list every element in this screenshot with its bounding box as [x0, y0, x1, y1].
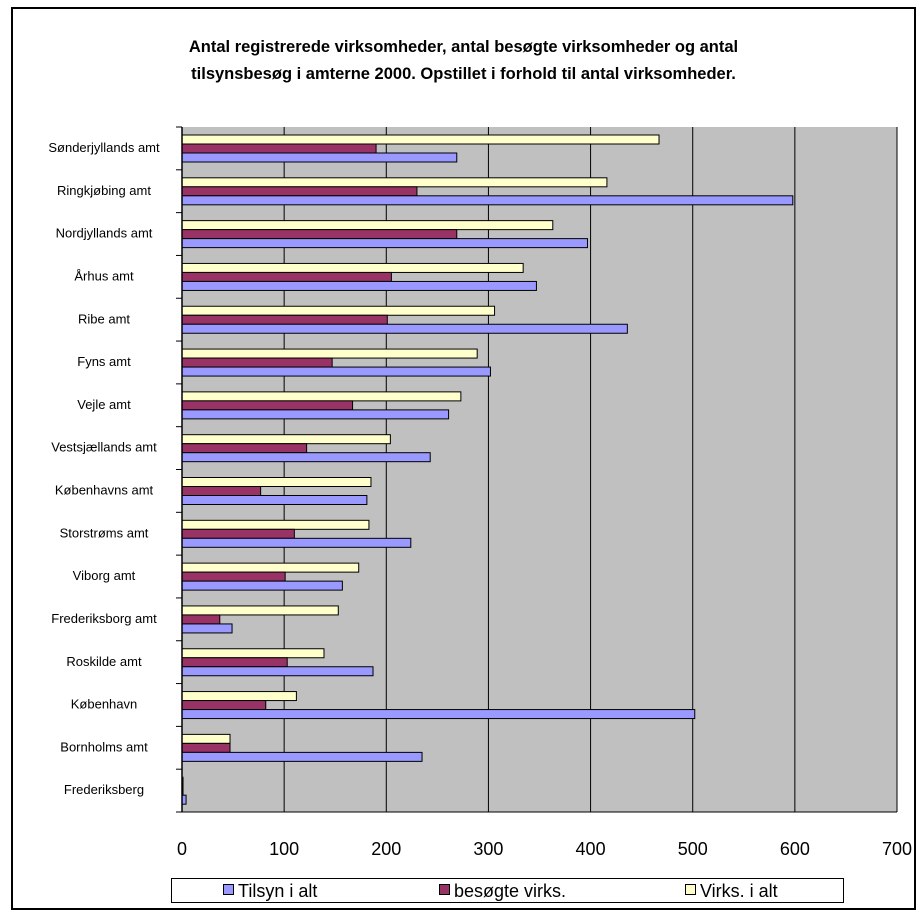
bar — [181, 580, 343, 591]
bar — [181, 691, 297, 702]
bar — [181, 409, 450, 420]
x-tick-label: 700 — [882, 839, 912, 859]
x-tick-label: 400 — [576, 839, 606, 859]
bar — [181, 357, 333, 368]
chart-title: Antal registrerede virksomheder, antal b… — [11, 34, 916, 88]
bar — [181, 537, 412, 548]
category-label: Nordjyllands amt — [56, 226, 153, 241]
category-label: Vejle amt — [77, 397, 131, 412]
category-label: Sønderjyllands amt — [48, 140, 160, 155]
bar — [181, 238, 589, 249]
bar — [181, 666, 374, 677]
chart-title-line-1: Antal registrerede virksomheder, antal b… — [188, 38, 739, 56]
bar — [181, 434, 391, 445]
category-label: Roskilde amt — [66, 654, 142, 669]
legend-swatch-tilsyn — [223, 884, 234, 895]
bar — [181, 152, 458, 163]
category-label: Århus amt — [74, 268, 134, 283]
category-label: Frederiksberg — [64, 782, 144, 797]
bar — [181, 134, 660, 145]
category-label: Københavns amt — [55, 483, 154, 498]
bar — [181, 443, 308, 454]
x-tick-label: 100 — [269, 839, 299, 859]
category-label: Frederiksborg amt — [51, 611, 157, 626]
y-axis-labels: Sønderjyllands amt Ringkjøbing amt Nordjyl… — [48, 140, 160, 797]
bar — [181, 742, 231, 753]
bar — [181, 186, 418, 197]
bar — [181, 262, 524, 273]
bar — [181, 477, 372, 487]
bar — [181, 400, 354, 411]
bar — [181, 271, 392, 282]
legend-label-besogte: besøgte virks. — [454, 881, 567, 901]
bar — [181, 348, 478, 359]
chart-title-line-2: tilsynsbesøg i amterne 2000. Opstillet i… — [191, 65, 736, 83]
bar — [181, 751, 423, 762]
bar — [181, 562, 360, 573]
legend: Tilsyn i alt besøgte virks. Virks. i alt — [171, 878, 844, 903]
bar — [181, 648, 325, 659]
legend-swatch-virks — [685, 884, 696, 895]
x-tick-label: 0 — [177, 839, 187, 859]
bar — [181, 177, 608, 188]
bar — [181, 528, 295, 539]
legend-label-virks: Virks. i alt — [700, 881, 778, 901]
legend-swatch-besogte — [439, 884, 450, 895]
x-tick-label: 500 — [678, 839, 708, 859]
bar — [181, 366, 491, 377]
bars — [181, 134, 794, 805]
x-tick-label: 300 — [473, 839, 503, 859]
category-label: Viborg amt — [73, 568, 136, 583]
category-label: Ribe amt — [78, 311, 130, 326]
bar — [181, 700, 267, 711]
bar — [181, 220, 554, 231]
y-axis-ticks — [176, 126, 182, 813]
bar — [181, 323, 628, 334]
bar — [181, 657, 288, 668]
bar — [181, 280, 537, 291]
category-label: København — [71, 697, 138, 712]
bar — [181, 314, 388, 325]
category-label: Vestsjællands amt — [51, 440, 157, 455]
bar — [181, 623, 233, 634]
bar — [181, 519, 370, 530]
x-tick-label: 600 — [780, 839, 810, 859]
category-label: Ringkjøbing amt — [57, 183, 151, 198]
bar — [181, 495, 368, 505]
bar — [181, 305, 496, 316]
bar — [181, 733, 231, 744]
bar — [181, 391, 462, 402]
x-tick-label: 200 — [371, 839, 401, 859]
bar — [181, 571, 286, 582]
bar — [181, 709, 696, 720]
bar — [181, 452, 431, 463]
x-axis-labels: 0 100 200 300 400 500 600 700 — [177, 839, 912, 859]
legend-label-tilsyn: Tilsyn i alt — [238, 881, 318, 901]
bar — [181, 605, 339, 616]
bar — [181, 614, 221, 625]
category-label: Bornholms amt — [60, 739, 148, 754]
bar — [181, 143, 377, 154]
bar — [181, 486, 262, 496]
category-label: Storstrøms amt — [60, 525, 149, 540]
bar — [181, 195, 794, 206]
bar — [181, 229, 458, 240]
category-label: Fyns amt — [77, 354, 131, 369]
